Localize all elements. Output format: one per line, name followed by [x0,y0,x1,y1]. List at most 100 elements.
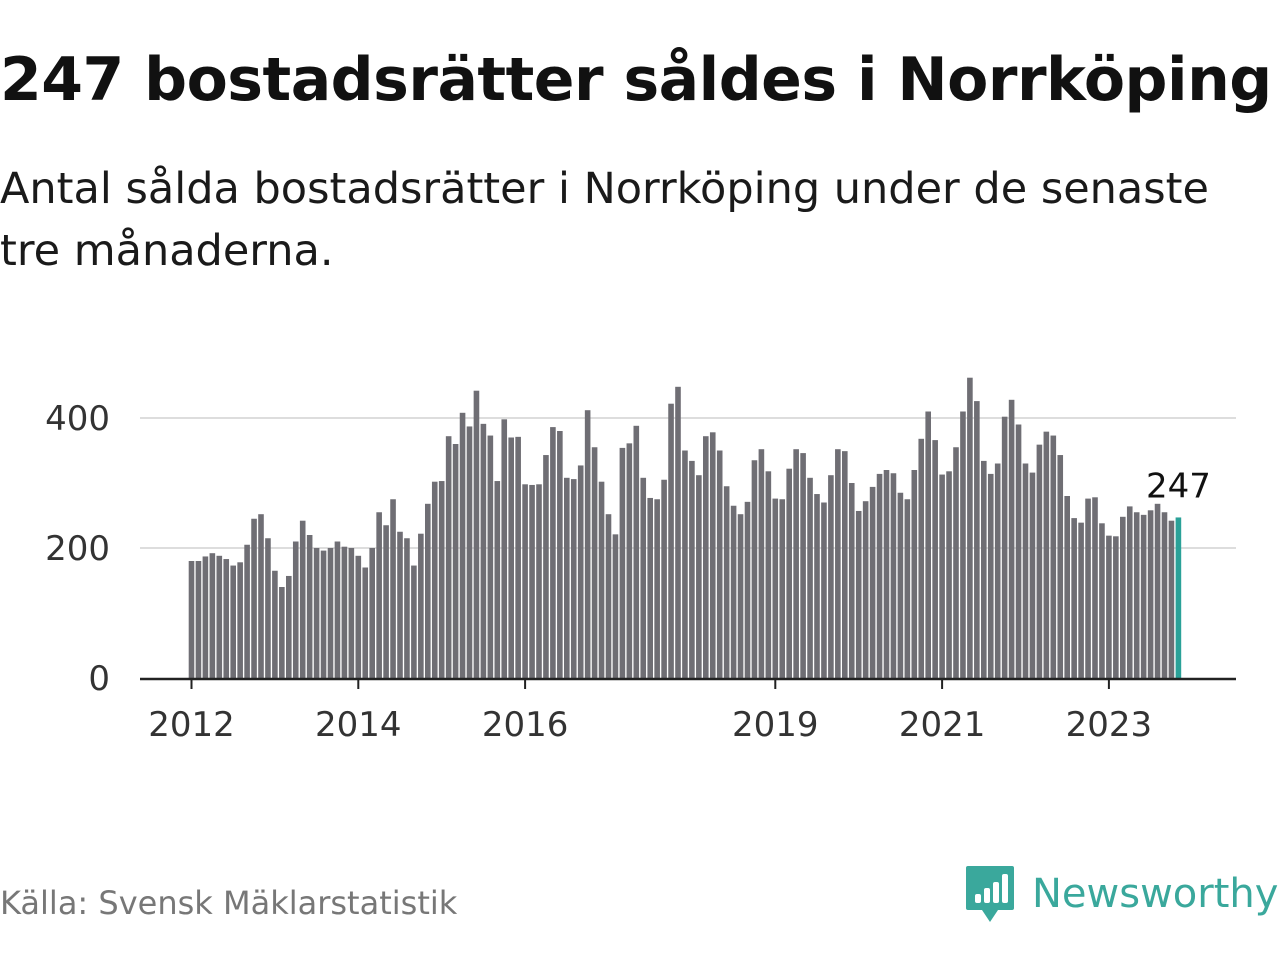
newsworthy-logo-icon [966,866,1014,922]
bar [1078,522,1084,678]
bar [529,484,535,678]
bar [480,423,487,678]
bar [890,473,897,678]
bar [390,499,396,678]
bar [1029,472,1036,678]
bar [633,425,640,678]
bar [1015,424,1022,678]
bar [987,473,994,678]
brand-name: Newsworthy [1032,871,1279,917]
bar [383,525,389,678]
bar [723,486,730,678]
bar [828,475,834,678]
axes [140,677,1236,689]
bar [299,520,306,678]
bar [612,534,619,678]
bar [904,499,911,678]
bar [188,561,195,678]
bar [911,470,918,678]
bar [1154,503,1161,678]
bar [974,401,980,678]
bar [1126,506,1133,678]
y-tick-label: 200 [45,529,110,569]
bar [397,531,403,678]
bar [473,390,480,678]
bar [348,548,355,678]
bar [716,450,723,678]
bar [1085,498,1091,678]
bar [404,538,410,678]
x-tick-label: 2012 [148,705,235,745]
bar [598,481,605,678]
bar [515,436,521,678]
bar [1057,455,1064,678]
bar [466,426,473,678]
bar [765,471,772,678]
bar [570,479,577,678]
bar [654,499,660,678]
bar [237,562,243,678]
bar [425,503,431,678]
bar [584,410,591,678]
bar [452,444,459,678]
bar [696,475,702,678]
bar [703,436,709,678]
bar [564,477,570,678]
bar [362,567,369,678]
bar [1022,463,1029,678]
bar [675,386,681,678]
x-tick-label: 2016 [482,705,569,745]
bar [786,468,792,678]
bar [445,436,452,678]
y-tick-label: 400 [45,399,110,439]
bar [1161,512,1168,678]
bar [1043,431,1050,678]
bar [418,533,424,678]
bar [960,411,966,678]
x-tick-label: 2023 [1066,705,1153,745]
bar [292,541,299,678]
labels: 0 200 400 2012 2014 2016 2019 2021 2023 247 [45,399,1211,745]
bar [862,501,869,678]
bar [779,499,786,678]
bar [577,465,584,678]
bar [967,377,973,678]
brand-logo[interactable]: Newsworthy [964,864,1278,924]
bar [821,502,827,678]
bar [918,438,925,678]
bar [376,512,382,678]
bar [369,548,375,678]
bar [1050,435,1057,678]
bar [772,498,779,678]
bar [1001,416,1008,678]
bar [494,481,501,678]
bar-highlight [1175,517,1182,678]
bar [591,447,598,678]
bar [320,550,327,678]
bar [438,481,445,678]
chart-title: 247 bostadsrätter såldes i Norrköping [0,45,1272,115]
bar [550,427,556,678]
bar [730,505,737,678]
bar [543,455,549,678]
bar [272,570,278,678]
bar [431,481,438,678]
x-tick-label: 2021 [899,705,986,745]
bar [939,474,945,678]
bar [793,449,799,678]
source-note: Källa: Svensk Mäklarstatistik [0,884,458,922]
bar [689,460,695,678]
last-value-label: 247 [1146,466,1211,506]
bar [501,419,508,678]
bar [411,565,417,678]
bar [876,473,883,678]
chart-subtitle: Antal sålda bostadsrätter i Norrköping u… [0,164,1209,276]
bar [258,514,264,678]
bar [1036,444,1043,678]
bar [737,514,744,678]
bar [835,449,841,678]
bar [251,518,257,678]
bar [306,535,313,678]
bar [327,548,334,678]
